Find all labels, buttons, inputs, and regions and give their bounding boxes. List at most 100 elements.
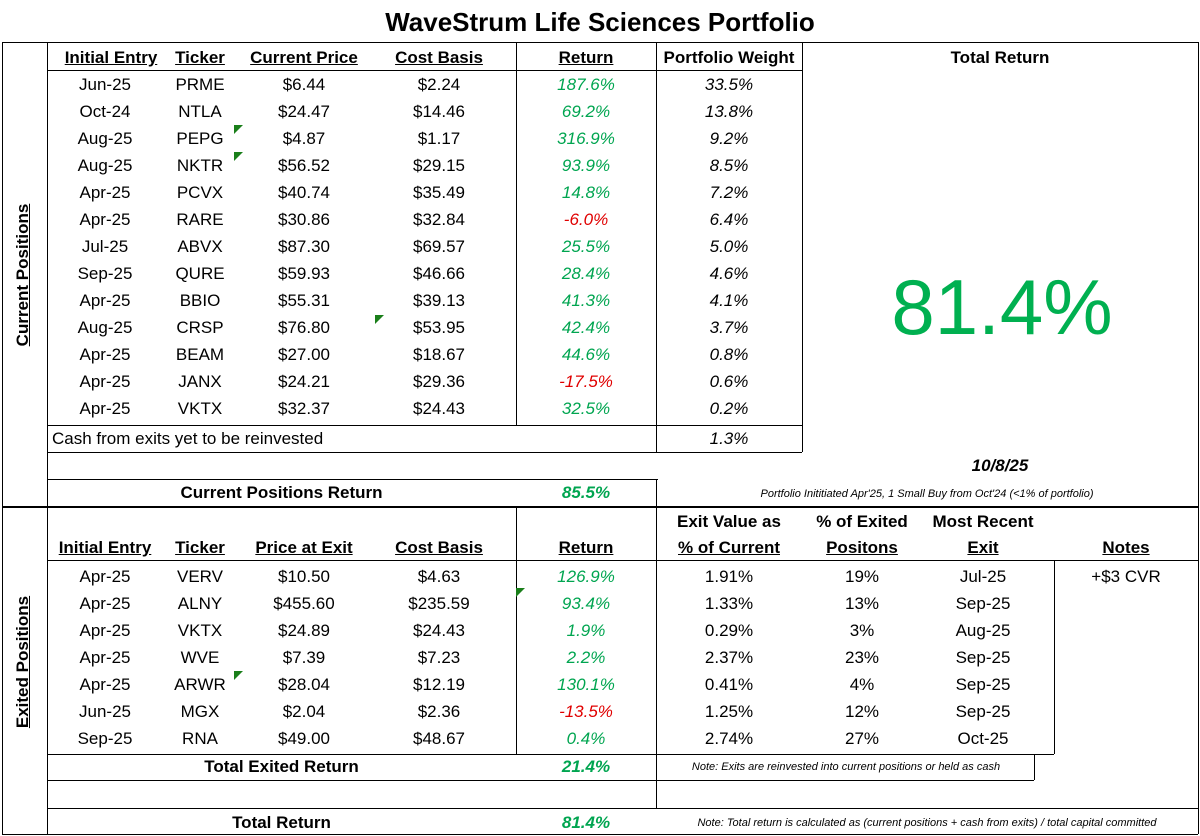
- pct-exited-cell: 3%: [849, 621, 875, 640]
- cost-basis-cell: $29.15: [413, 156, 465, 175]
- return-cell: 93.9%: [561, 156, 611, 175]
- weight-cell: 7.2%: [709, 183, 749, 202]
- entry-cell: Aug-25: [77, 156, 133, 175]
- return-cell: 130.1%: [557, 675, 615, 694]
- most-recent-exit-cell: Sep-25: [955, 675, 1011, 694]
- comment-flag-icon: [375, 315, 384, 324]
- cost-basis-cell: $24.43: [413, 621, 465, 640]
- price-cell: $40.74: [278, 183, 330, 202]
- entry-cell: Sep-25: [77, 264, 133, 283]
- pct-exited-cell: 23%: [844, 648, 880, 667]
- cost-basis-cell: $35.49: [413, 183, 465, 202]
- entry-cell: Aug-25: [77, 129, 133, 148]
- frame-top: [2, 42, 1198, 43]
- return-cell: 0.4%: [566, 729, 606, 748]
- entry-cell: Apr-25: [79, 648, 131, 667]
- price-cell: $10.50: [278, 567, 330, 586]
- header-exit-value-line2: % of Current: [678, 538, 780, 557]
- return-cell: 69.2%: [561, 102, 611, 121]
- frame-left: [2, 42, 3, 834]
- return-cell: 42.4%: [561, 318, 611, 337]
- portfolio-initiated-note: Portfolio Inititiated Apr'25, 1 Small Bu…: [760, 488, 1094, 500]
- entry-cell: Apr-25: [79, 372, 131, 391]
- ticker-cell: PCVX: [176, 183, 224, 202]
- price-cell: $76.80: [278, 318, 330, 337]
- weight-cell: 5.0%: [709, 237, 749, 256]
- exit-value-cell: 2.37%: [704, 648, 754, 667]
- exit-value-cell: 1.91%: [704, 567, 754, 586]
- return-col-left: [516, 42, 517, 425]
- return-cell: 93.4%: [561, 594, 611, 613]
- exit-value-cell: 0.41%: [704, 675, 754, 694]
- entry-cell: Jun-25: [79, 702, 131, 721]
- header-ticker: Ticker: [175, 48, 225, 67]
- ticker-cell: VKTX: [177, 399, 223, 418]
- pct-exited-cell: 13%: [844, 594, 880, 613]
- most-recent-exit-cell: Sep-25: [955, 648, 1011, 667]
- cash-row-top: [47, 425, 802, 426]
- entry-cell: Apr-25: [79, 345, 131, 364]
- price-cell: $59.93: [278, 264, 330, 283]
- cost-basis-cell: $39.13: [413, 291, 465, 310]
- cost-basis-cell: $4.63: [417, 567, 461, 586]
- entry-cell: Apr-25: [79, 210, 131, 229]
- return-cell: 32.5%: [561, 399, 611, 418]
- reinvest-note: Note: Exits are reinvested into current …: [691, 761, 1001, 773]
- header-initial-entry: Initial Entry: [64, 48, 158, 67]
- cost-basis-cell: $24.43: [413, 399, 465, 418]
- exit-value-cell: 2.74%: [704, 729, 754, 748]
- header-exit-return: Return: [558, 538, 614, 557]
- exit-value-cell: 0.29%: [704, 621, 754, 640]
- exit-header-divider: [516, 506, 517, 560]
- weight-cell: 3.7%: [709, 318, 749, 337]
- entry-cell: Apr-25: [79, 291, 131, 310]
- most-recent-exit-cell: Sep-25: [955, 594, 1011, 613]
- price-cell: $87.30: [278, 237, 330, 256]
- price-cell: $455.60: [273, 594, 335, 613]
- header-current-price: Current Price: [250, 48, 358, 67]
- header-exit-cost-basis: Cost Basis: [395, 538, 483, 557]
- as-of-date: 10/8/25: [971, 456, 1029, 475]
- cash-row-bottom: [47, 452, 802, 453]
- entry-cell: Jun-25: [79, 75, 131, 94]
- cash-label: Cash from exits yet to be reinvested: [52, 429, 324, 448]
- cpr-row-divider: [656, 479, 657, 506]
- entry-cell: Apr-25: [79, 567, 131, 586]
- return-cell: 28.4%: [561, 264, 611, 283]
- return-cell: 14.8%: [561, 183, 611, 202]
- cost-basis-cell: $12.19: [413, 675, 465, 694]
- header-portfolio-weight: Portfolio Weight: [663, 48, 795, 67]
- most-recent-exit-cell: Sep-25: [955, 702, 1011, 721]
- entry-cell: Apr-25: [79, 621, 131, 640]
- return-cell: -13.5%: [559, 702, 613, 721]
- reinvest-note-right: [1034, 754, 1035, 780]
- total-return-label: Total Return: [232, 813, 331, 832]
- entry-cell: Sep-25: [77, 729, 133, 748]
- price-cell: $55.31: [278, 291, 330, 310]
- ticker-cell: QURE: [175, 264, 225, 283]
- entry-cell: Apr-25: [79, 399, 131, 418]
- ticker-cell: ALNY: [177, 594, 223, 613]
- ticker-cell: ARWR: [174, 675, 226, 694]
- exit-value-cell: 1.33%: [704, 594, 754, 613]
- cost-basis-cell: $2.36: [417, 702, 461, 721]
- return-cell: 44.6%: [561, 345, 611, 364]
- header-return: Return: [558, 48, 614, 67]
- return-cell: 1.9%: [566, 621, 606, 640]
- price-cell: $49.00: [278, 729, 330, 748]
- side-divider: [47, 42, 48, 834]
- entry-cell: Apr-25: [79, 594, 131, 613]
- entry-cell: Apr-25: [79, 675, 131, 694]
- price-cell: $32.37: [278, 399, 330, 418]
- header-pct-exited-line1: % of Exited: [816, 512, 908, 531]
- weight-col-left: [656, 42, 657, 452]
- ticker-cell: CRSP: [176, 318, 224, 337]
- price-cell: $6.44: [282, 75, 326, 94]
- most-recent-exit-cell: Jul-25: [959, 567, 1007, 586]
- cpr-row-top: [47, 479, 658, 480]
- cost-basis-cell: $1.17: [417, 129, 461, 148]
- header-most-recent-line1: Most Recent: [932, 512, 1034, 531]
- ticker-cell: PRME: [175, 75, 225, 94]
- ticker-cell: JANX: [178, 372, 222, 391]
- price-cell: $56.52: [278, 156, 330, 175]
